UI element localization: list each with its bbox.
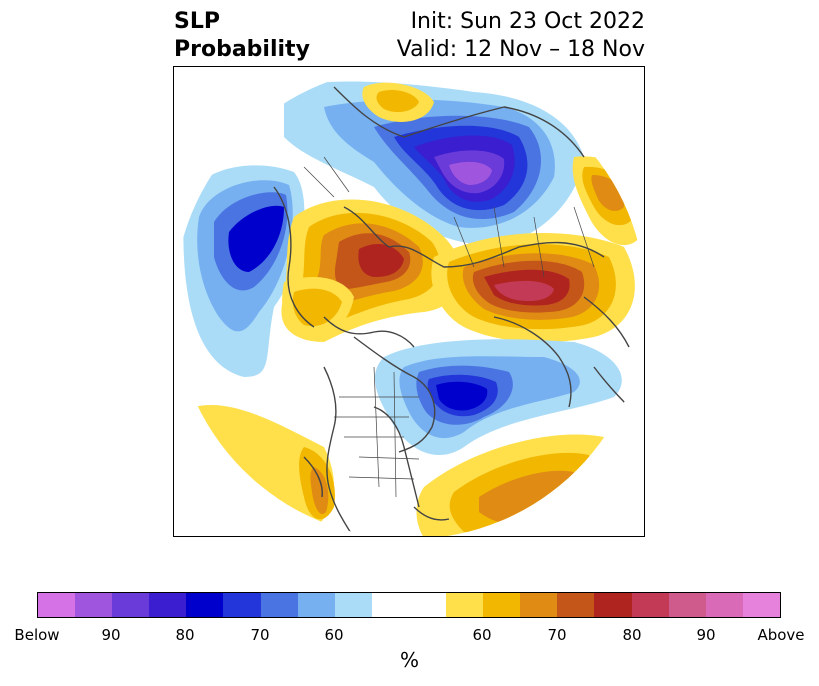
colorbar-segment — [446, 593, 484, 617]
colorbar-segment — [112, 593, 150, 617]
colorbar-ticks: Below 90 80 70 60 60 70 80 90 Above — [0, 626, 819, 646]
colorbar-segment — [75, 593, 113, 617]
colorbar-segment — [557, 593, 595, 617]
colorbar-tick-label: 80 — [175, 626, 195, 644]
colorbar-segment — [186, 593, 224, 617]
title-variable: SLP — [174, 9, 220, 34]
title-left: SLP Probability — [174, 8, 310, 64]
region-siberia-high — [431, 233, 635, 343]
colorbar-segment — [631, 593, 669, 617]
probability-map — [174, 67, 644, 536]
colorbar-tick-label: 60 — [472, 626, 492, 644]
colorbar-segment — [260, 593, 298, 617]
coastlines — [273, 86, 635, 536]
colorbar-segment — [223, 593, 261, 617]
colorbar-segment — [334, 593, 372, 617]
colorbar-tick-label: 80 — [622, 626, 642, 644]
borders — [303, 156, 595, 498]
colorbar-segment — [520, 593, 558, 617]
colorbar-segment — [483, 593, 521, 617]
colorbar-tick-label: 70 — [547, 626, 567, 644]
region-midatlantic-high — [282, 277, 354, 338]
map-panel — [173, 66, 645, 537]
colorbar-segment — [705, 593, 743, 617]
colorbar-segment — [742, 593, 780, 617]
colorbar-tick-label: Below — [14, 626, 60, 644]
region-arctic-small-high — [362, 82, 434, 122]
colorbar-tick-label: Above — [757, 626, 805, 644]
colorbar-tick-label: 90 — [101, 626, 121, 644]
title-right: Init: Sun 23 Oct 2022 Valid: 12 Nov – 18… — [397, 8, 645, 64]
colorbar-segment — [297, 593, 335, 617]
region-aleutian-low — [374, 339, 622, 456]
init-date: Init: Sun 23 Oct 2022 — [410, 9, 645, 34]
colorbar-unit: % — [399, 648, 419, 672]
title-product: Probability — [174, 37, 310, 62]
colorbar-segment — [594, 593, 632, 617]
colorbar-segment — [371, 593, 447, 617]
colorbar-segment — [668, 593, 706, 617]
colorbar-segment — [38, 593, 76, 617]
colorbar-tick-label: 90 — [696, 626, 716, 644]
valid-range: Valid: 12 Nov – 18 Nov — [396, 37, 645, 62]
colorbar-tick-label: 70 — [250, 626, 270, 644]
region-north-atlantic-low — [183, 165, 305, 377]
colorbar-segment — [149, 593, 187, 617]
colorbar — [37, 592, 781, 618]
colorbar-tick-label: 60 — [324, 626, 344, 644]
region-arctic-low — [284, 81, 584, 247]
